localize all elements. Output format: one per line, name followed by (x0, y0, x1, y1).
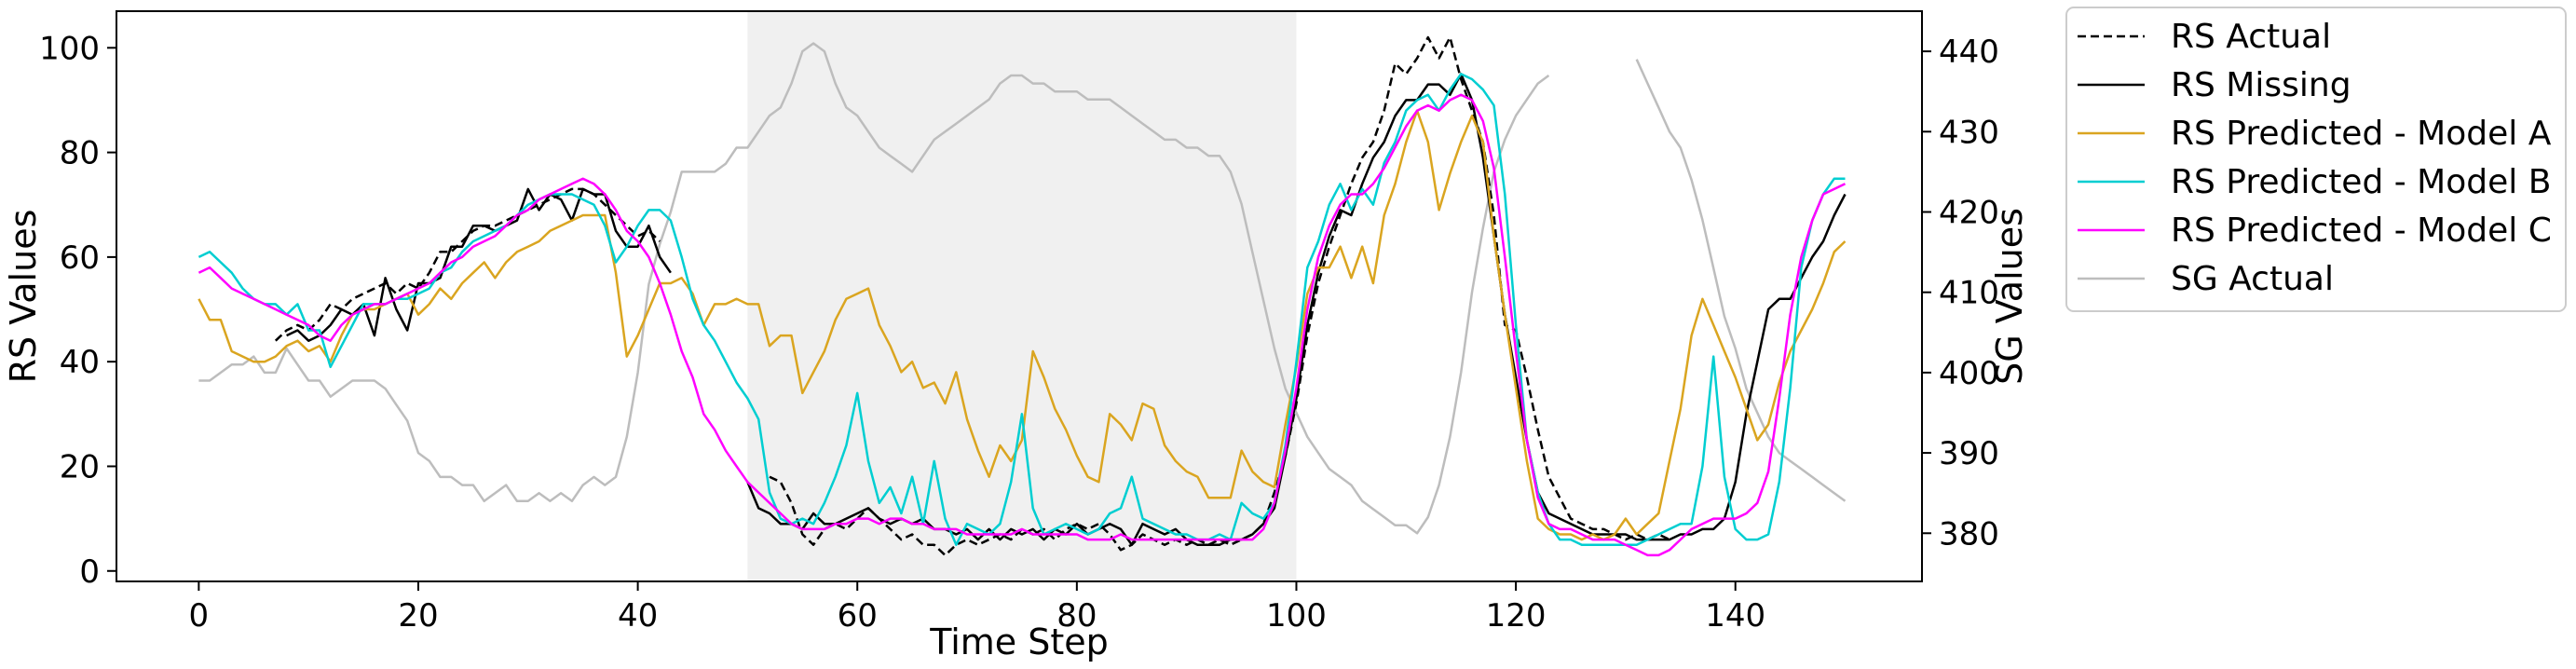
y-tick-label: 100 (39, 30, 100, 67)
series-line-rs-actual-2 (769, 35, 1670, 557)
y-axis-title-left: RS Values (3, 210, 44, 384)
y-tick-label: 40 (60, 344, 100, 381)
series-line-sg-actual-2 (1635, 59, 1847, 502)
x-axis: 0 20 40 60 80 100 120 140 (189, 581, 1765, 635)
y2-tick-label: 380 (1939, 515, 1999, 553)
x-tick-label: 80 (1056, 597, 1097, 635)
y-tick-label: 80 (60, 135, 100, 172)
series-line-sg-actual-1 (198, 42, 1550, 535)
series-lines (198, 35, 1847, 557)
legend-label: SG Actual (2171, 260, 2334, 298)
y-tick-label: 60 (60, 239, 100, 277)
legend: RS Actual RS Missing RS Predicted - Model … (2065, 7, 2567, 312)
series-line-rs-actual-1 (274, 187, 661, 342)
series-line-rs-predicted-model-b (198, 73, 1846, 546)
plot-frame (116, 10, 1923, 582)
y2-tick-label: 420 (1939, 194, 1999, 231)
series-line-rs-missing-2 (746, 73, 1847, 546)
x-tick-label: 60 (838, 597, 878, 635)
chart-background (747, 11, 1297, 581)
legend-label: RS Missing (2171, 66, 2351, 104)
y2-tick-label: 430 (1939, 114, 1999, 151)
y-axis-title-right: SG Values (1989, 208, 2030, 385)
y-tick-label: 20 (60, 448, 100, 485)
x-tick-label: 40 (618, 597, 658, 635)
shaded-region (747, 11, 1297, 581)
y2-tick-label: 390 (1939, 435, 1999, 472)
y-axis-right: 380 390 400 410 420 430 440 (1922, 34, 1999, 553)
x-tick-label: 120 (1486, 597, 1547, 635)
y2-tick-label: 410 (1939, 275, 1999, 312)
x-tick-label: 20 (398, 597, 438, 635)
y-axis-left: 0 20 40 60 80 100 (39, 30, 116, 591)
legend-label: RS Predicted - Model B (2171, 163, 2551, 201)
legend-label: RS Actual (2171, 18, 2331, 56)
legend-label: RS Predicted - Model C (2171, 212, 2552, 250)
x-tick-label: 140 (1705, 597, 1765, 635)
x-tick-label: 100 (1266, 597, 1327, 635)
series-line-rs-missing-1 (286, 187, 672, 342)
y2-tick-label: 400 (1939, 355, 1999, 392)
series-line-rs-predicted-model-a (198, 109, 1847, 541)
legend-box (2065, 7, 2567, 312)
x-tick-label: 0 (189, 597, 210, 635)
legend-label: RS Predicted - Model A (2171, 115, 2552, 153)
series-line-rs-predicted-model-c (198, 93, 1847, 557)
y-tick-label: 0 (79, 553, 100, 591)
x-axis-title: Time Step (929, 621, 1109, 662)
y2-tick-label: 440 (1939, 34, 1999, 71)
